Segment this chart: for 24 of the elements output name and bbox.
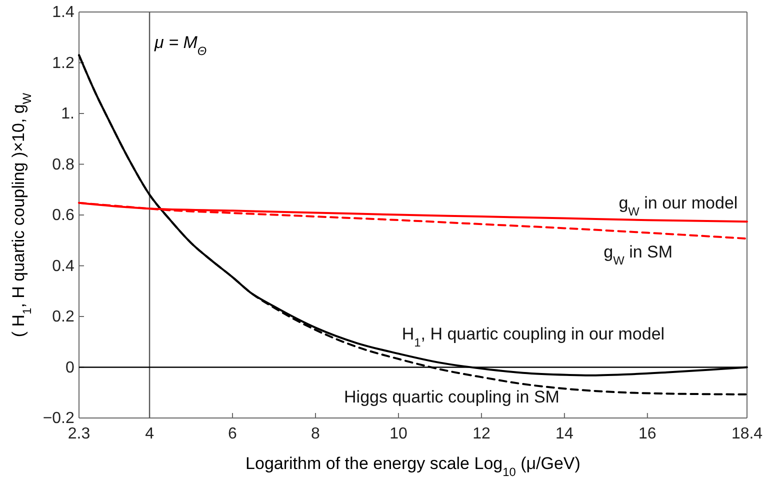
x-tick-label: 6 (228, 426, 238, 443)
y-tick-label: 1.2 (52, 54, 74, 72)
x-tick-label: 4 (145, 426, 154, 443)
ref-line-label: μ = M$_{Θ}$ (154, 33, 207, 58)
y-tick-label: 0.4 (52, 258, 74, 275)
series-label: g$_{W}$ in our model (618, 194, 738, 219)
y-tick-label: −0.2 (42, 410, 74, 428)
x-tick-label: 8 (311, 426, 320, 443)
x-tick-label: 2.3 (68, 426, 90, 443)
y-tick-label: 0.8 (52, 156, 74, 174)
x-axis-title: Logarithm of the energy scale Log$_{10}$ (μ/GeV) (246, 454, 580, 477)
y-tick-label: 0.6 (52, 207, 74, 224)
x-tick-label: 14 (556, 426, 574, 443)
x-tick-label: 16 (638, 426, 656, 443)
x-tick-label: 18.4 (731, 426, 763, 443)
x-tick-label: 10 (390, 426, 408, 443)
series-label: H$_{1}$, H quartic coupling in our model (402, 324, 665, 350)
x-tick-label: 12 (472, 426, 490, 443)
series-label: g$_{W}$ in SM (604, 242, 673, 268)
y-tick-label: 0 (65, 359, 74, 376)
y-tick-label: 0.2 (52, 308, 74, 326)
series-label: Higgs quartic coupling in SM (344, 387, 560, 406)
y-tick-label: 1. (61, 106, 74, 123)
y-tick-label: 1.4 (52, 4, 74, 22)
